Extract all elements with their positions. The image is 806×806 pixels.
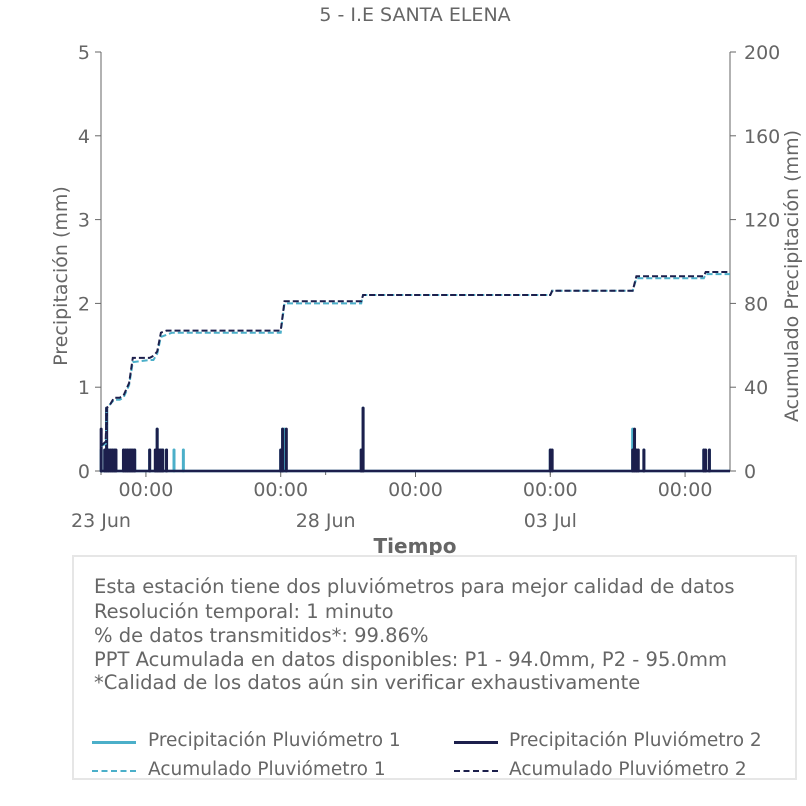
y-left-tick-label: 1 — [78, 377, 90, 399]
info-line-quality-note: *Calidad de los datos aún sin verificar … — [94, 671, 641, 694]
info-line-stations: Esta estación tiene dos pluviómetros par… — [94, 575, 735, 598]
x-date-label: 28 Jun — [296, 510, 356, 532]
x-tick-label: 00:00 — [119, 479, 174, 501]
x-tick-label: 00:00 — [523, 479, 578, 501]
y-left-tick-label: 0 — [78, 461, 90, 483]
series-2 — [99, 406, 730, 473]
legend-swatch-a2 — [454, 770, 498, 772]
info-line-transmitted: % de datos transmitidos*: 99.86% — [94, 624, 429, 647]
chart-title: 5 - I.E SANTA ELENA — [319, 4, 510, 26]
y-axis-right-label: Acumulado Precipitación (mm) — [781, 130, 803, 422]
x-axis-label: Tiempo — [374, 534, 457, 558]
info-line-accumulated: PPT Acumulada en datos disponibles: P1 -… — [94, 648, 727, 671]
legend-label-p2: Precipitación Pluviómetro 2 — [509, 730, 762, 751]
legend-label-a1: Acumulado Pluviómetro 1 — [148, 759, 386, 780]
y-right-tick-label: 80 — [744, 293, 768, 315]
y-left-tick-label: 4 — [78, 126, 90, 148]
x-date-label: 23 Jun — [71, 510, 131, 532]
series-3 — [100, 273, 730, 447]
y-left-tick-label: 5 — [78, 42, 90, 64]
series-4 — [100, 271, 730, 447]
y-right-tick-label: 0 — [744, 461, 756, 483]
y-left-tick-label: 3 — [78, 210, 90, 232]
precipitation-chart: 5 - I.E SANTA ELENA Precipitación (mm) A… — [50, 4, 803, 558]
x-tick-label: 00:00 — [253, 479, 308, 501]
legend-swatch-p2 — [454, 741, 498, 744]
x-tick-label: 00:00 — [388, 479, 443, 501]
series-layer — [99, 271, 730, 473]
y-right-tick-label: 160 — [744, 126, 780, 148]
y-right-tick-label: 120 — [744, 210, 780, 232]
legend-label-p1: Precipitación Pluviómetro 1 — [148, 730, 401, 751]
y-right-tick-label: 40 — [744, 377, 768, 399]
accumulated-line — [100, 271, 730, 447]
y-axis-left-label: Precipitación (mm) — [50, 186, 72, 366]
y-right-tick-label: 200 — [744, 42, 780, 64]
info-line-resolution: Resolución temporal: 1 minuto — [94, 600, 394, 623]
legend-swatch-a1 — [92, 770, 136, 772]
axes: 0 1 2 3 4 5 0 40 80 120 160 200 00:00 00:00 00:00 00:00… — [71, 42, 780, 532]
x-date-label: 03 Jul — [524, 510, 577, 532]
legend-label-a2: Acumulado Pluviómetro 2 — [509, 759, 747, 780]
x-tick-label: 00:00 — [658, 479, 713, 501]
y-left-tick-label: 2 — [78, 293, 90, 315]
info-box: Esta estación tiene dos pluviómetros par… — [72, 555, 797, 780]
legend-swatch-p1 — [92, 741, 136, 744]
accumulated-line — [100, 273, 730, 447]
